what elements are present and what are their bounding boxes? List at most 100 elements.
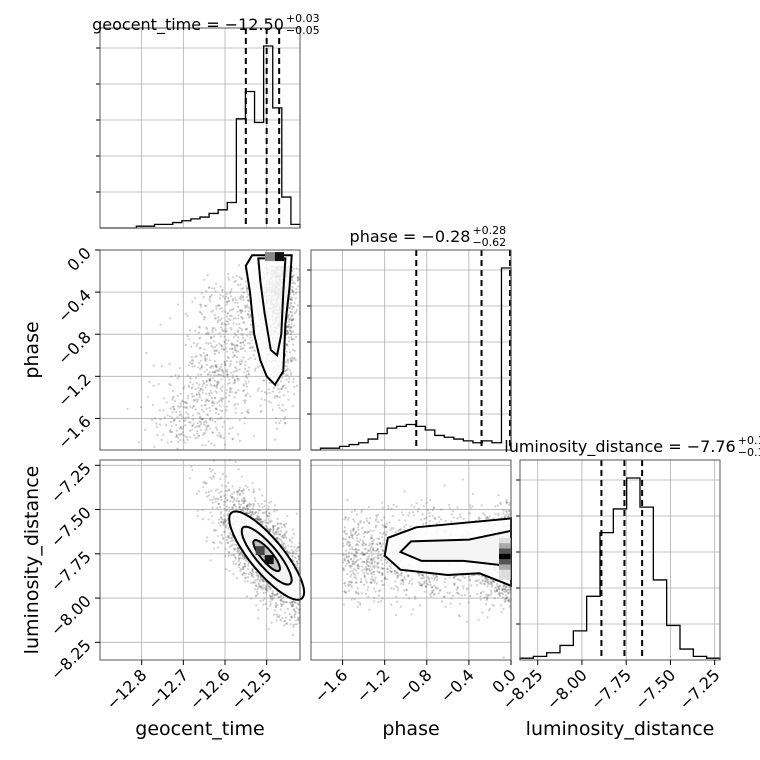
scatter-point xyxy=(196,509,199,512)
scatter-point xyxy=(492,604,495,607)
scatter-point xyxy=(432,506,435,509)
scatter-point xyxy=(257,515,260,518)
scatter-point xyxy=(205,421,208,424)
scatter-point xyxy=(219,434,222,437)
scatter-point xyxy=(222,348,226,351)
scatter-point xyxy=(268,530,271,533)
scatter-point xyxy=(224,310,227,313)
scatter-point xyxy=(219,495,222,498)
scatter-point xyxy=(237,488,240,491)
scatter-point xyxy=(225,409,228,412)
scatter-point xyxy=(380,567,383,570)
scatter-point xyxy=(279,522,282,525)
scatter-point xyxy=(179,427,182,430)
scatter-point xyxy=(232,560,235,563)
scatter-point xyxy=(195,398,198,401)
scatter-point xyxy=(263,500,266,503)
scatter-point xyxy=(279,619,282,622)
scatter-point xyxy=(244,306,247,309)
scatter-point xyxy=(210,396,214,399)
scatter-point xyxy=(234,279,237,283)
scatter-point xyxy=(233,547,236,550)
scatter-point xyxy=(469,506,472,509)
scatter-point xyxy=(203,318,206,321)
scatter-point xyxy=(370,568,373,571)
scatter-point xyxy=(257,574,260,577)
scatter-point xyxy=(238,323,241,326)
scatter-point xyxy=(214,390,217,393)
scatter-point xyxy=(224,392,228,395)
scatter-point xyxy=(242,557,245,560)
scatter-point xyxy=(371,542,374,545)
scatter-point xyxy=(290,616,293,619)
scatter-point xyxy=(219,436,223,439)
scatter-point xyxy=(282,523,286,526)
scatter-point xyxy=(392,527,395,530)
scatter-point xyxy=(353,555,356,558)
scatter-point xyxy=(286,331,289,335)
scatter-point xyxy=(261,520,264,523)
scatter-point xyxy=(367,505,371,509)
scatter-point xyxy=(291,555,294,558)
scatter-point xyxy=(253,512,256,515)
scatter-point xyxy=(231,298,234,301)
scatter-point xyxy=(396,572,399,575)
scatter-point xyxy=(242,492,245,495)
scatter-point xyxy=(480,582,483,585)
scatter-point xyxy=(287,307,291,310)
scatter-point xyxy=(211,404,214,407)
scatter-point xyxy=(179,404,182,408)
scatter-point xyxy=(216,434,219,437)
scatter-point xyxy=(287,330,290,333)
scatter-point xyxy=(249,511,252,514)
scatter-point xyxy=(188,385,191,388)
scatter-point xyxy=(218,435,221,438)
scatter-point xyxy=(290,304,293,308)
scatter-point xyxy=(223,360,227,363)
scatter-point xyxy=(242,501,245,504)
scatter-point xyxy=(241,498,244,501)
scatter-point xyxy=(376,555,379,558)
scatter-point xyxy=(281,404,284,407)
scatter-point xyxy=(506,588,509,591)
scatter-point xyxy=(190,387,193,390)
scatter-point xyxy=(234,557,237,560)
scatter-point xyxy=(292,281,295,284)
scatter-point xyxy=(249,395,252,398)
scatter-point xyxy=(251,572,254,576)
scatter-point xyxy=(295,512,298,515)
scatter-point xyxy=(238,486,241,489)
scatter-point xyxy=(374,556,377,559)
scatter-point xyxy=(220,347,223,351)
scatter-point xyxy=(365,569,368,572)
scatter-point xyxy=(275,593,279,596)
scatter-point xyxy=(418,574,421,577)
scatter-point xyxy=(243,500,246,503)
scatter-point xyxy=(212,401,215,404)
scatter-point xyxy=(214,407,217,410)
scatter-point xyxy=(294,601,297,604)
scatter-point xyxy=(357,548,361,552)
scatter-point xyxy=(292,305,295,308)
scatter-point xyxy=(227,357,230,360)
scatter-point xyxy=(259,410,262,413)
scatter-point xyxy=(220,317,223,320)
scatter-point xyxy=(292,560,295,563)
scatter-point xyxy=(271,598,274,601)
scatter-point xyxy=(285,531,288,534)
scatter-point xyxy=(231,438,234,441)
scatter-point xyxy=(267,585,270,588)
scatter-point xyxy=(241,506,244,509)
scatter-point xyxy=(238,563,241,567)
scatter-point xyxy=(283,384,286,387)
scatter-point xyxy=(236,369,239,372)
scatter-point xyxy=(293,608,296,611)
scatter-point xyxy=(225,329,228,333)
scatter-point xyxy=(233,404,236,407)
scatter-point xyxy=(389,528,392,531)
scatter-point xyxy=(237,566,240,569)
scatter-point xyxy=(271,530,274,534)
scatter-point xyxy=(199,347,202,350)
scatter-point xyxy=(276,593,279,596)
scatter-point xyxy=(230,308,233,311)
